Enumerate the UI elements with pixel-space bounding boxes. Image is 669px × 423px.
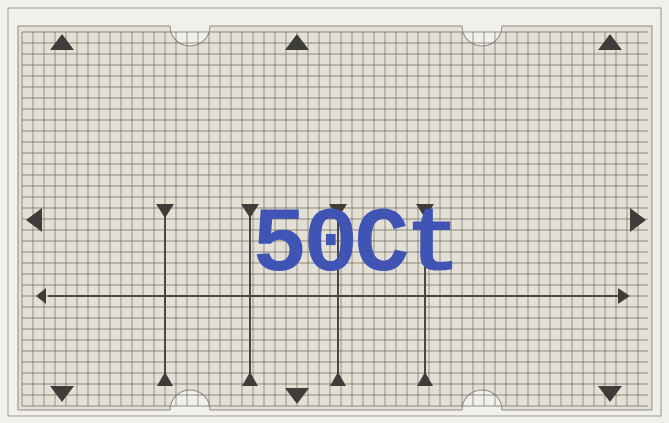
printed-label: 50Ct (252, 193, 457, 298)
photo: 50Ct (0, 0, 669, 423)
page: 50Ct (() => { const data = JSON.parse(do… (0, 0, 669, 423)
